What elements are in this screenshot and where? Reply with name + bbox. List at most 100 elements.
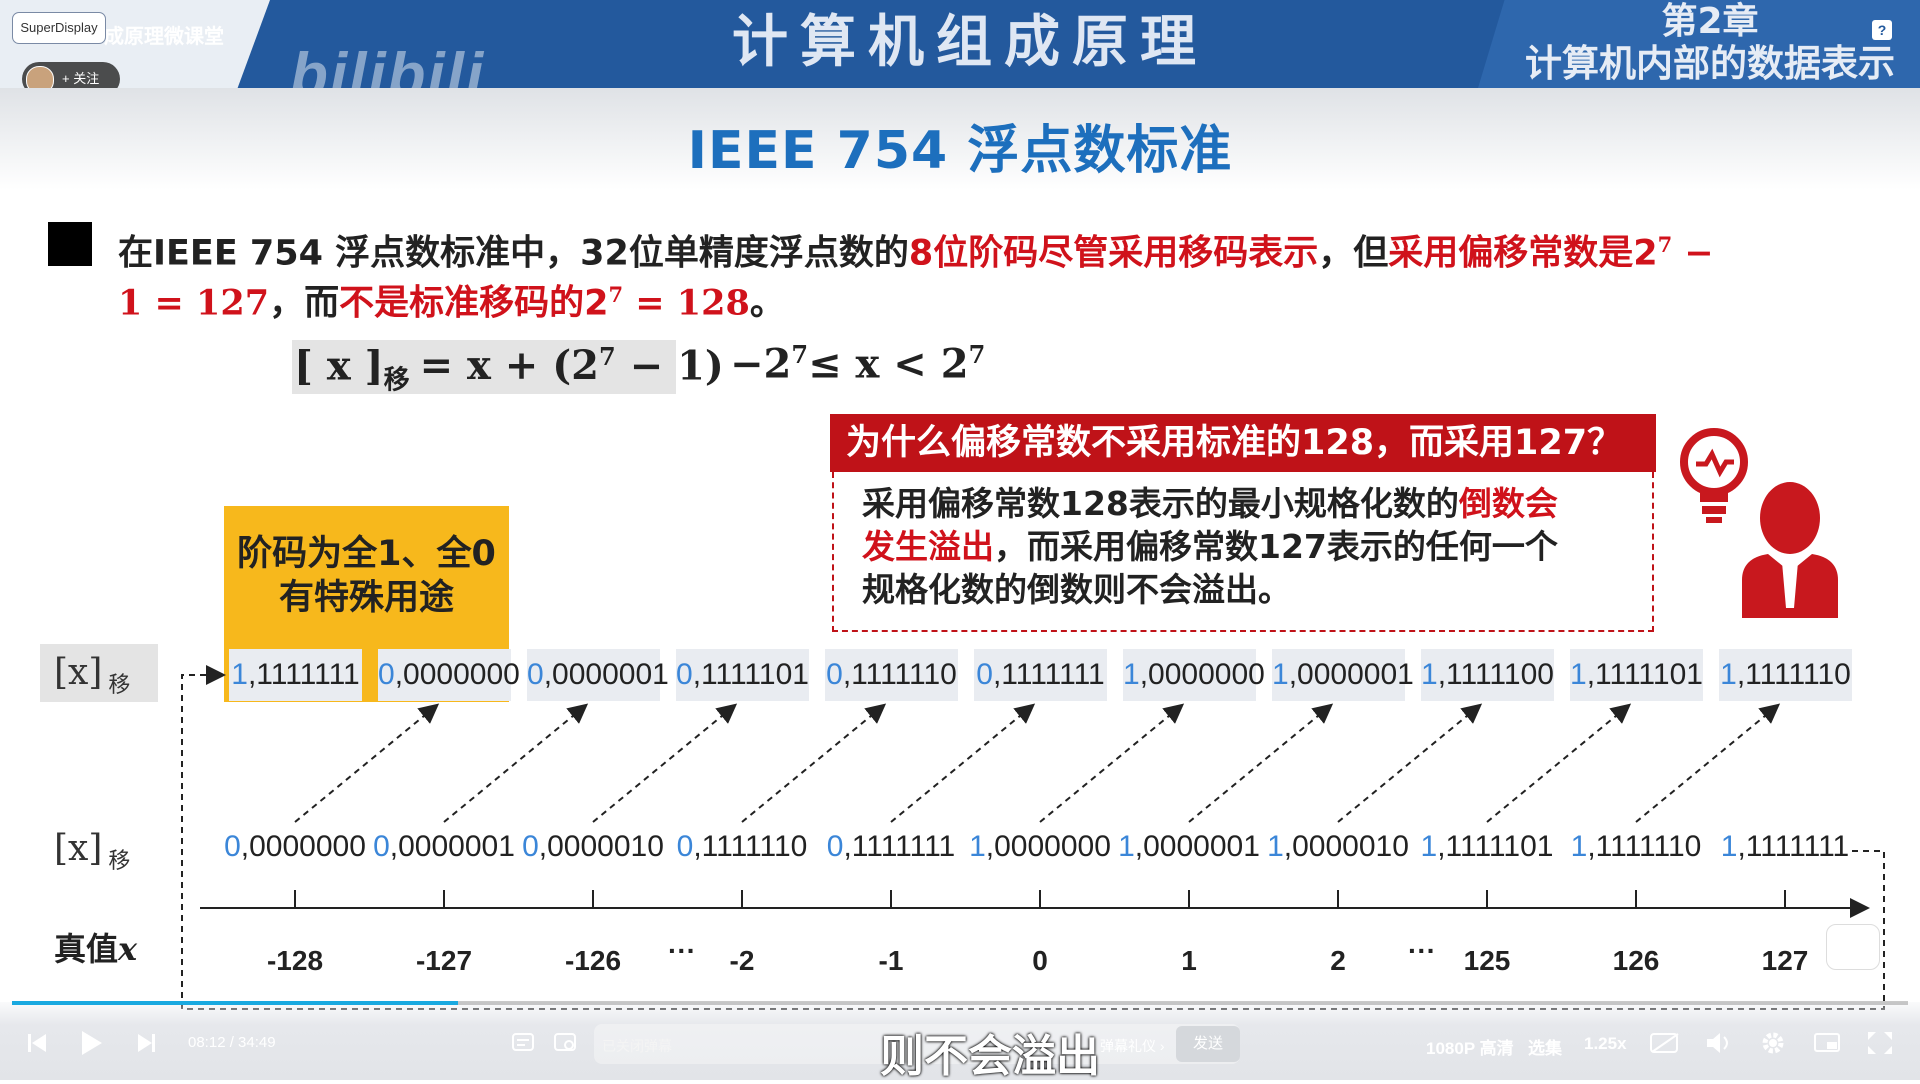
mapping-arrow xyxy=(741,703,887,823)
sign-bit: 1 xyxy=(1267,830,1284,863)
axis-value: 1 xyxy=(1181,945,1197,976)
label-bracket: [x] xyxy=(54,652,103,693)
label-bracket: [x] xyxy=(54,828,103,869)
mapping-arrows xyxy=(294,703,1781,823)
answer-line-2: 发生溢出，而采用偏移常数127表示的任何一个 xyxy=(862,525,1558,568)
statement-line-2: 1 = 127，而不是标准移码的27 = 128。 xyxy=(118,272,785,327)
previous-icon[interactable] xyxy=(28,1032,48,1054)
code-bits: ,0000010 xyxy=(538,830,664,863)
volume-icon[interactable] xyxy=(1706,1032,1732,1054)
mapping-arrow xyxy=(1337,703,1483,823)
follow-label: + 关注 xyxy=(62,71,100,86)
axis-value: 126 xyxy=(1612,945,1660,976)
code-bits: ,0000010 xyxy=(1283,830,1409,863)
pip-icon[interactable] xyxy=(1814,1032,1842,1054)
progress-bar[interactable] xyxy=(12,1001,1908,1005)
true-value-var: x xyxy=(118,930,138,968)
subtitle-caption: 则不会溢出 xyxy=(880,1031,1100,1082)
sign-bit: 0 xyxy=(522,830,539,863)
axis-value: 127 xyxy=(1761,945,1809,976)
course-title: 计算机组成原理 xyxy=(732,10,1208,75)
lightbulb-icon xyxy=(1680,428,1748,523)
exponent-bits: ,0000000 xyxy=(394,658,520,691)
answer-line-1: 采用偏移常数128表示的最小规格化数的倒数会 xyxy=(862,482,1558,525)
top-row-cell: 1,0000000 xyxy=(1123,649,1265,701)
sign-bit: 1 xyxy=(1421,658,1438,691)
sign-bit: 1 xyxy=(1123,658,1140,691)
chapter-banner xyxy=(1478,0,1920,88)
true-value-label: 真值x xyxy=(54,924,137,970)
danmaku-input[interactable] xyxy=(594,1024,1240,1064)
sign-bit: 1 xyxy=(1272,658,1289,691)
answer-text: 采用偏移常数128表示的最小规格化数的 xyxy=(862,484,1459,523)
superdisplay-badge[interactable]: SuperDisplay xyxy=(12,12,106,44)
question-banner xyxy=(830,414,1656,472)
axis-ellipsis: ··· xyxy=(1408,935,1436,966)
statement-highlight: 8位阶码尽管采用移码表示 xyxy=(908,233,1319,274)
bottom-row-cell: 0,0000000 xyxy=(220,830,370,864)
progress-fill xyxy=(12,1001,458,1005)
settings-gear-icon[interactable] xyxy=(1760,1030,1786,1056)
danmaku-placeholder: 已关闭弹幕 xyxy=(602,1038,672,1054)
code-bits: ,1111110 xyxy=(1587,830,1702,863)
sign-bit: 0 xyxy=(826,830,844,863)
follow-button[interactable]: + 关注 xyxy=(62,62,99,96)
sign-bit: 1 xyxy=(1420,830,1438,863)
sign-bit: 1 xyxy=(231,658,248,691)
bullet-square xyxy=(48,222,92,266)
quality-selector[interactable]: 1080P 高清 xyxy=(1426,1039,1514,1058)
formula-rhs-end: − 1) xyxy=(615,342,724,390)
top-row-cell: 0,1111110 xyxy=(825,649,958,701)
range-exponent: 7 xyxy=(791,340,809,369)
statement-text: 。 xyxy=(749,283,785,324)
side-play-button[interactable] xyxy=(1826,924,1880,970)
question-text: 为什么偏移常数不采用标准的128，而采用127？ xyxy=(846,423,1623,463)
bottom-row-cell: 1,1111101 xyxy=(1412,830,1562,864)
statement-text: 在IEEE 754 浮点数标准中，32位单精度浮点数的 xyxy=(118,233,909,274)
mapping-arrow xyxy=(890,703,1036,823)
top-row-cell: 1,1111111 xyxy=(229,649,362,701)
danmaku-etiquette-link[interactable]: 弹幕礼仪 › xyxy=(1100,1038,1165,1054)
exponent-bits: ,1111100 xyxy=(1437,658,1554,691)
mapping-arrow xyxy=(1188,703,1334,823)
mapping-arrow xyxy=(443,703,589,823)
play-icon[interactable] xyxy=(80,1030,104,1056)
axis-ellipsis: ··· xyxy=(668,935,696,966)
sign-bit: 1 xyxy=(1118,830,1135,863)
code-bits: ,1111111 xyxy=(843,830,956,863)
sign-bit: 0 xyxy=(378,658,395,691)
sign-bit: 0 xyxy=(373,830,390,863)
statement-highlight: − xyxy=(1672,232,1714,274)
top-row-label: [x] 移 xyxy=(54,652,130,699)
axis-ticks xyxy=(294,890,1786,908)
bottom-row-cell: 0,0000001 xyxy=(369,830,519,864)
send-button[interactable]: 发送 xyxy=(1176,1026,1240,1062)
exponent-bits: ,1111110 xyxy=(842,658,957,691)
sign-bit: 0 xyxy=(224,830,241,863)
special-line-1: 阶码为全1、全0 xyxy=(237,534,496,574)
answer-line-3: 规格化数的倒数则不会溢出。 xyxy=(862,570,1291,609)
statement-highlight: 采用偏移常数是2 xyxy=(1388,233,1658,274)
fullscreen-icon[interactable] xyxy=(1866,1030,1894,1056)
next-icon[interactable] xyxy=(136,1032,156,1054)
danmaku-settings-icon[interactable] xyxy=(554,1032,578,1054)
episodes-button[interactable]: 选集 xyxy=(1528,1039,1562,1058)
wraparound-arrow xyxy=(181,665,1885,1010)
top-row-cell: 0,1111111 xyxy=(974,649,1107,701)
bottom-row-cell: 1,1111111 xyxy=(1710,830,1860,864)
code-bits: ,1111101 xyxy=(1437,830,1554,863)
range-mid: ≤ x < 2 xyxy=(808,340,969,388)
range-formula: −27≤ x < 27 xyxy=(730,340,985,387)
exponent-bits: ,0000001 xyxy=(1288,658,1414,691)
exponent-bits: ,0000000 xyxy=(1139,658,1265,691)
sign-bit: 0 xyxy=(527,658,544,691)
top-row-cell: 1,1111110 xyxy=(1719,649,1852,701)
statement-text: ，而 xyxy=(269,283,340,324)
person-icon xyxy=(1742,482,1838,618)
top-row-cell: 1,0000001 xyxy=(1272,649,1414,701)
subtitle-off-icon[interactable] xyxy=(1650,1032,1680,1054)
slide-title: IEEE 754 浮点数标准 xyxy=(687,121,1233,181)
help-icon[interactable]: ? xyxy=(1872,20,1892,40)
danmaku-toggle-icon[interactable] xyxy=(512,1032,536,1054)
speed-selector[interactable]: 1.25x xyxy=(1584,1034,1627,1053)
